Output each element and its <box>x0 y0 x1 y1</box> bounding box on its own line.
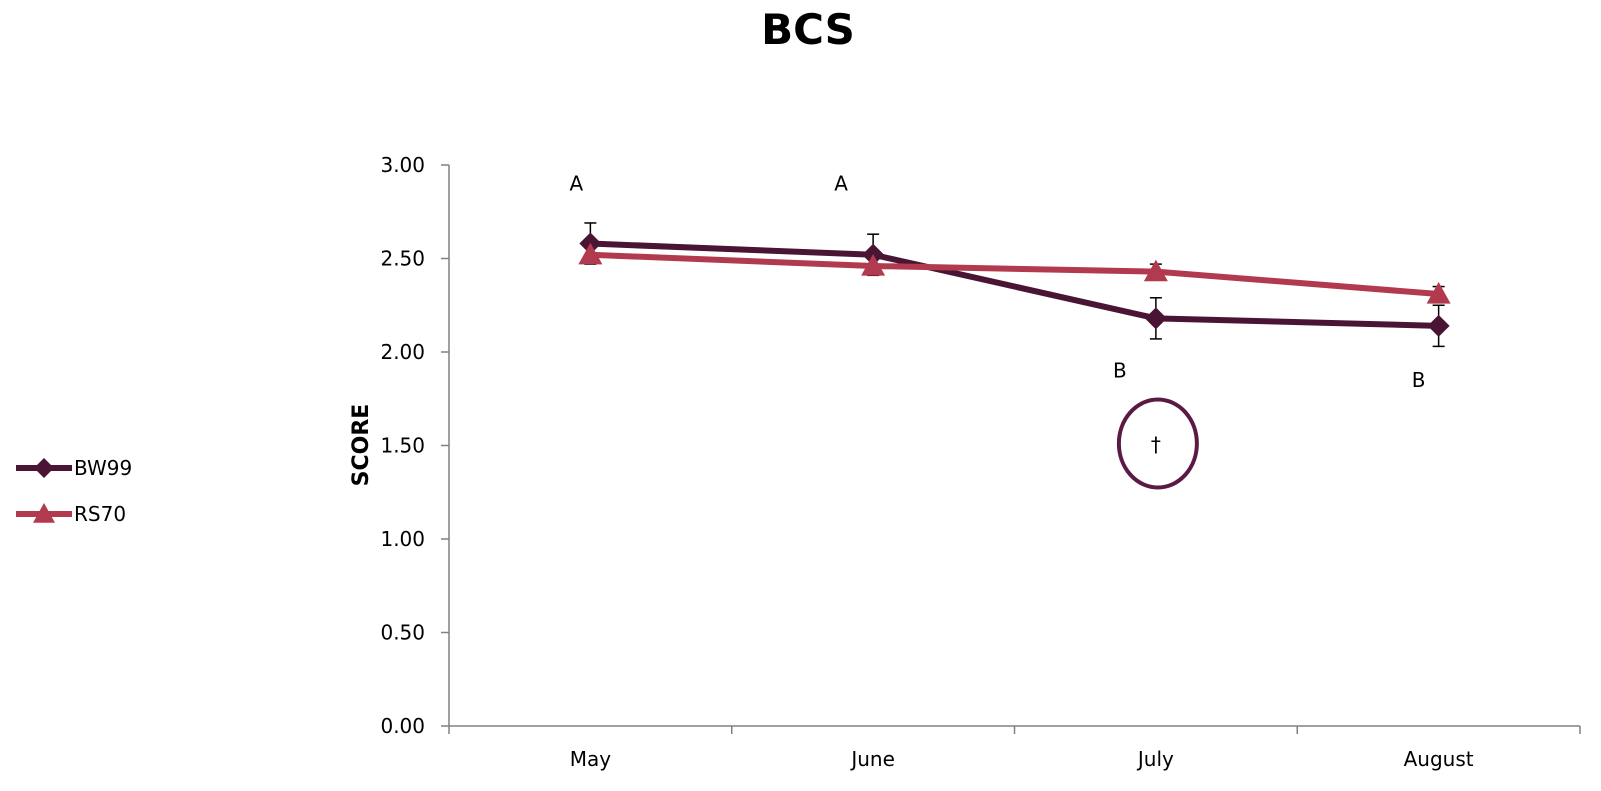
y-tick-label: 3.00 <box>380 153 425 177</box>
annotation-circle <box>1116 397 1199 490</box>
data-point <box>34 458 54 478</box>
data-point <box>578 242 603 265</box>
y-tick-label: 1.00 <box>380 527 425 551</box>
series-line <box>590 240 1439 329</box>
annotations: A A B B † <box>570 172 1426 490</box>
data-point <box>1427 314 1450 337</box>
series-line <box>590 251 1439 298</box>
x-tick-label: June <box>849 747 895 771</box>
y-tick-label: 2.00 <box>380 340 425 364</box>
x-tick-label: May <box>570 747 612 771</box>
annotation-label: B <box>1113 359 1127 383</box>
series-layer <box>578 222 1451 348</box>
chart-title: BCS <box>761 5 855 54</box>
annotation-label: A <box>570 172 584 196</box>
y-tick-label: 0.00 <box>380 714 425 738</box>
y-tick-label: 0.50 <box>380 621 425 645</box>
legend-item-rs70: RS70 <box>16 502 126 526</box>
legend-item-bw99: BW99 <box>16 456 132 480</box>
y-tick-label: 2.50 <box>380 247 425 271</box>
data-point <box>1426 282 1451 304</box>
x-tick-label: August <box>1404 747 1474 771</box>
x-tick-label: July <box>1136 747 1174 771</box>
data-point <box>1143 259 1168 282</box>
legend: BW99 RS70 <box>16 456 132 526</box>
y-axis-label: SCORE <box>349 404 374 487</box>
y-tick-label: 1.50 <box>380 434 425 458</box>
series-rs70 <box>578 242 1451 304</box>
annotation-label: B <box>1412 368 1426 392</box>
data-point <box>33 503 55 523</box>
legend-label: BW99 <box>74 456 132 480</box>
data-point <box>1144 307 1167 330</box>
annotation-label: A <box>834 172 848 196</box>
data-point <box>861 253 886 276</box>
axes: 0.00 0.50 1.00 1.50 2.00 2.50 3.00 May June July A… <box>380 153 1581 771</box>
annotation-label: † <box>1151 433 1161 457</box>
legend-label: RS70 <box>74 502 126 526</box>
